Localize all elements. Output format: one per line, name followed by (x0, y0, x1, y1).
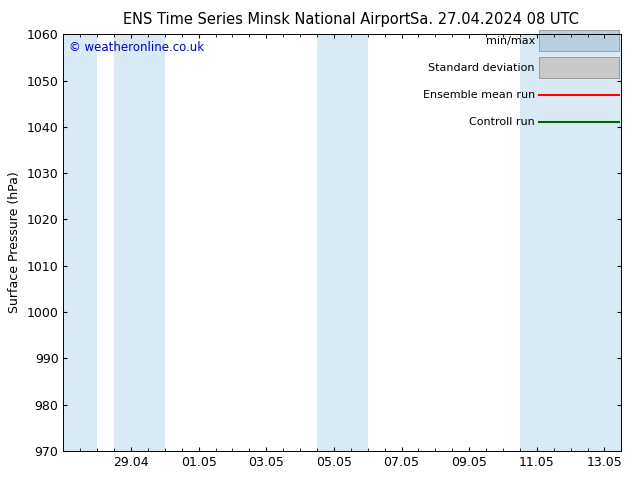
Bar (317, 34, 368, 451)
Text: Controll run: Controll run (469, 117, 535, 127)
Bar (520, 34, 621, 451)
Bar (63, 34, 97, 451)
Y-axis label: Surface Pressure (hPa): Surface Pressure (hPa) (8, 172, 21, 314)
FancyBboxPatch shape (539, 30, 619, 51)
Title: ENS Time Series Minsk National Airport    Sa. 27.04.2024 08 UTC: ENS Time Series Minsk National Airport S… (0, 489, 1, 490)
Text: Sa. 27.04.2024 08 UTC: Sa. 27.04.2024 08 UTC (410, 12, 579, 27)
Text: min/max: min/max (486, 36, 535, 46)
Text: Ensemble mean run: Ensemble mean run (423, 90, 535, 99)
Bar (114, 34, 165, 451)
Text: ENS Time Series Minsk National Airport: ENS Time Series Minsk National Airport (122, 12, 410, 27)
FancyBboxPatch shape (539, 57, 619, 78)
Text: Standard deviation: Standard deviation (429, 63, 535, 73)
Text: © weatheronline.co.uk: © weatheronline.co.uk (69, 41, 204, 53)
